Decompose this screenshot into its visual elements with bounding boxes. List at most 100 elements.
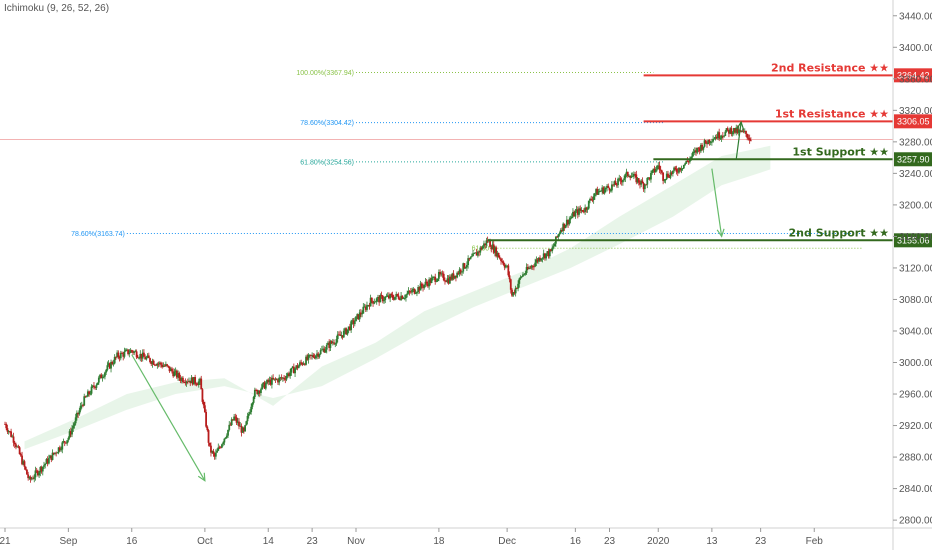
y-tick-label: 3280.00 xyxy=(899,137,932,148)
candle-body xyxy=(50,455,53,460)
candle-body xyxy=(41,466,44,472)
candle-body xyxy=(625,171,628,175)
candle-body xyxy=(489,240,491,247)
candle-body xyxy=(723,135,725,137)
candle-body xyxy=(221,444,223,448)
candle-body xyxy=(635,174,638,183)
candle-body xyxy=(736,127,739,133)
candle-body xyxy=(388,295,390,299)
candle-body xyxy=(106,365,109,370)
candle-body xyxy=(93,385,95,388)
candle-body xyxy=(83,396,86,406)
candle-body xyxy=(201,389,204,402)
candle-body xyxy=(730,128,733,134)
candle-body xyxy=(401,295,404,299)
candle-body xyxy=(139,353,142,358)
candle-body xyxy=(667,173,669,178)
indicator-label[interactable]: Ichimoku (9, 26, 52, 26) xyxy=(4,3,110,14)
candle-body xyxy=(709,141,712,143)
arrow-head xyxy=(197,472,206,482)
candle-body xyxy=(668,177,671,178)
candle-body xyxy=(319,350,322,355)
candle-body xyxy=(193,377,195,385)
level-label: 2nd Support ★★ xyxy=(789,226,890,239)
candle-body xyxy=(485,240,488,246)
candle-body xyxy=(737,129,740,133)
candle-body xyxy=(311,355,314,356)
candle-body xyxy=(130,350,133,352)
candle-body xyxy=(366,305,368,310)
candle-body xyxy=(505,266,507,268)
candle-body xyxy=(213,453,216,457)
candle-body xyxy=(195,383,198,385)
candle-body xyxy=(622,179,624,183)
time-axis[interactable]: 21 Sep 16 Oct 14 23 Nov 18 Dec 16 23 2020 13 23 Feb xyxy=(0,527,932,547)
candle-body xyxy=(602,187,605,194)
candle-body xyxy=(539,257,541,261)
candle-body xyxy=(260,389,262,394)
candle-body xyxy=(740,130,743,132)
candle-body xyxy=(503,264,506,268)
candle-body xyxy=(312,355,315,358)
candle-body xyxy=(647,177,650,179)
candle-body xyxy=(13,442,16,445)
candle-body xyxy=(481,246,484,250)
y-tick-label: 3000.00 xyxy=(899,358,932,369)
candle-body xyxy=(574,211,577,217)
candle-body xyxy=(250,406,253,412)
candle-body xyxy=(234,416,237,418)
candle-body xyxy=(4,423,6,425)
x-tick-label: Nov xyxy=(347,536,365,547)
candle-body xyxy=(268,379,271,383)
x-tick-label: 2020 xyxy=(647,536,670,547)
candle-body xyxy=(679,167,682,171)
candle-body xyxy=(551,247,554,252)
y-tick-label: 3400.00 xyxy=(899,43,932,54)
candle-body xyxy=(34,470,37,478)
candle-body xyxy=(16,446,19,448)
candle-body xyxy=(267,379,270,383)
candle-body xyxy=(352,320,355,325)
candle-body xyxy=(214,452,217,457)
candle-body xyxy=(233,416,236,421)
candle-body xyxy=(177,373,179,378)
candle-body xyxy=(669,172,672,178)
candle-body xyxy=(700,144,702,152)
candle-body xyxy=(427,283,429,287)
candle-body xyxy=(241,427,244,433)
candle-body xyxy=(645,184,647,186)
candle-body xyxy=(310,354,312,356)
arrow-head xyxy=(716,228,725,238)
price-axis[interactable]: 2800.00 2840.00 2880.00 2920.00 2960.00 3000.… xyxy=(892,0,932,550)
candle-body xyxy=(706,143,708,145)
candle-body xyxy=(746,133,749,138)
candle-body xyxy=(565,219,568,226)
candle-body xyxy=(561,230,563,232)
candle-body xyxy=(7,431,10,432)
candle-body xyxy=(32,478,34,480)
candle-body xyxy=(154,364,156,366)
candle-body xyxy=(632,173,635,177)
fib-label: 78.60%(3163.74) xyxy=(71,231,125,238)
level-tag-text: 3306.05 xyxy=(897,116,930,126)
candle-body xyxy=(507,265,510,276)
candle-body xyxy=(378,297,381,303)
candle-body xyxy=(334,343,337,345)
candle-body xyxy=(284,378,287,380)
candle-body xyxy=(24,466,27,470)
candle-body xyxy=(306,356,309,360)
candle-body xyxy=(580,210,583,211)
level-tag xyxy=(894,152,932,167)
candle-body xyxy=(734,128,736,133)
candle-body xyxy=(613,181,616,186)
candle-body xyxy=(46,459,49,464)
candle-body xyxy=(553,243,556,247)
candle-body xyxy=(175,370,178,378)
candle-body xyxy=(434,276,437,282)
candle-body xyxy=(160,362,162,365)
y-tick-label: 2960.00 xyxy=(899,390,932,401)
candle-body xyxy=(687,161,690,163)
candle-body xyxy=(230,419,233,426)
candle-body xyxy=(157,363,160,365)
